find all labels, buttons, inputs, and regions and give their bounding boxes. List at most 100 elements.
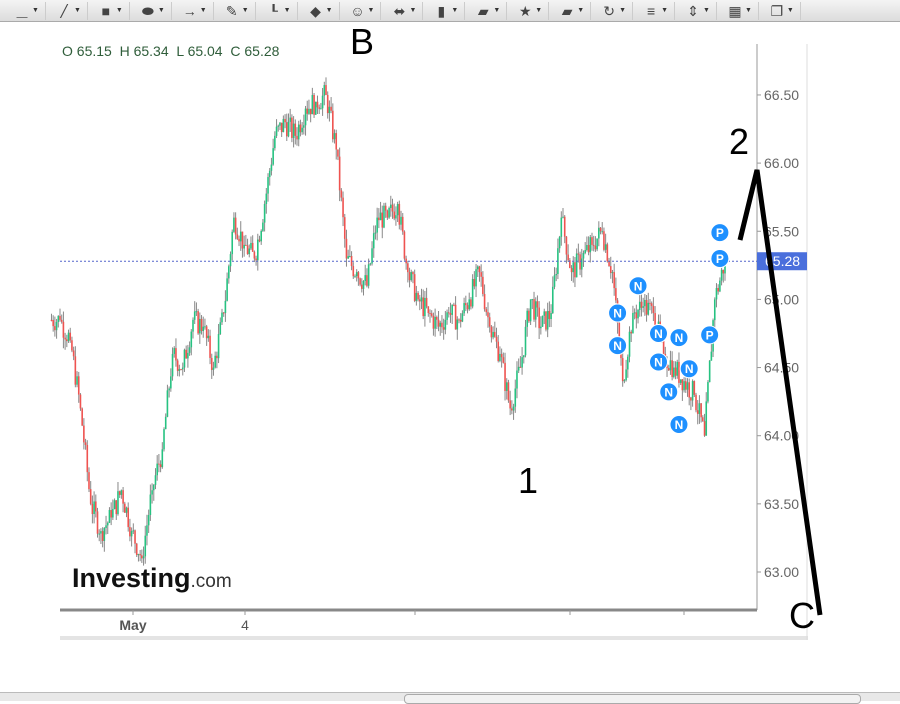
candle [366,268,368,288]
dropdown-arrow-icon[interactable]: ▼ [325,7,333,14]
candle [533,291,535,322]
rectangle-tool[interactable]: ■ ▼ [92,1,130,20]
candle [180,368,182,371]
event-marker-p[interactable]: P [710,223,730,243]
candle [548,301,551,328]
candle [228,264,230,284]
dropdown-arrow-icon[interactable]: ▼ [451,7,459,14]
candle [441,315,443,334]
candle [238,235,240,247]
candle [494,321,496,338]
candle [565,235,568,264]
candle [202,316,205,338]
event-marker-n[interactable]: N [679,359,699,379]
arrange-tool[interactable]: ▦ ▼ [721,1,759,20]
event-marker-n[interactable]: N [628,276,648,296]
pen-line-tool[interactable]: ╱ ▼ [50,1,88,20]
candle [717,284,719,295]
candle [437,310,440,332]
candle [476,265,479,277]
candle [91,495,94,524]
layers-tool[interactable]: ❐ ▼ [763,1,801,20]
dropdown-arrow-icon[interactable]: ▼ [661,7,668,14]
dropdown-arrow-icon[interactable]: ▼ [241,7,249,14]
candle [71,336,73,353]
candle [688,378,690,406]
event-marker-n[interactable]: N [669,415,689,435]
dropdown-arrow-icon[interactable]: ▼ [619,7,627,14]
column-tool[interactable]: ▮ ▼ [427,1,466,20]
path-tool[interactable]: ┖ ▼ [260,1,298,20]
candle [686,375,689,397]
x-tick-label: May [119,617,146,633]
scrollbar-thumb[interactable] [404,694,861,704]
candle [592,235,595,252]
candle [499,346,501,363]
candle [492,326,494,340]
candle [485,307,488,316]
candle [722,269,725,283]
dropdown-arrow-icon[interactable]: ▼ [703,7,710,14]
clock-tool[interactable]: ↻ ▼ [595,1,634,20]
candle [134,529,136,554]
candle [142,546,145,566]
event-marker-n[interactable]: N [669,328,689,348]
pencil-tool[interactable]: ✎ ▼ [218,1,256,20]
line-color-tool[interactable]: ▁ ▼ [8,1,46,20]
event-marker-p[interactable]: P [710,249,730,269]
candle [308,99,310,115]
candle [517,358,520,374]
dropdown-arrow-icon[interactable]: ▼ [32,7,39,14]
dropdown-arrow-icon[interactable]: ▼ [73,7,81,14]
ellipse-tool[interactable]: ⬬ ▼ [134,1,172,20]
dropdown-arrow-icon[interactable]: ▼ [115,7,123,14]
candle [270,157,273,176]
candle [504,352,506,401]
arrow-icon: → [182,3,197,18]
event-marker-n[interactable]: N [649,323,668,343]
candle [700,403,702,423]
annotation-1: 1 [518,460,539,501]
wave-drawing-line[interactable] [737,169,823,616]
candle [320,102,322,110]
dropdown-arrow-icon[interactable]: ▼ [493,7,501,14]
dropdown-arrow-icon[interactable]: ▼ [367,7,375,14]
dropdown-arrow-icon[interactable]: ▼ [157,7,165,14]
event-marker-n[interactable]: N [608,336,628,356]
candle [101,527,104,548]
event-marker-n[interactable]: N [659,382,679,402]
candle [415,285,418,306]
event-marker-n[interactable]: N [649,352,668,372]
event-marker-n[interactable]: N [608,303,628,323]
star-tool[interactable]: ★ ▼ [511,1,550,20]
dropdown-arrow-icon[interactable]: ▼ [577,7,585,14]
event-marker-p[interactable]: P [700,325,720,345]
dropdown-arrow-icon[interactable]: ▼ [786,7,794,14]
candle [378,208,380,229]
double-arrow-tool[interactable]: ⬌ ▼ [385,1,424,20]
candle [403,230,406,261]
distribute-tool[interactable]: ⇕ ▼ [679,1,717,20]
dropdown-arrow-icon[interactable]: ▼ [199,7,207,14]
dropdown-arrow-icon[interactable]: ▼ [283,7,291,14]
smiley-tool[interactable]: ☺ ▼ [344,1,382,20]
dropdown-arrow-icon[interactable]: ▼ [744,7,752,14]
candle [285,113,288,142]
candle [652,297,655,322]
candle [205,324,208,346]
candle [147,509,150,533]
dropdown-arrow-icon[interactable]: ▼ [409,7,417,14]
candle [253,250,256,263]
candle [362,280,365,296]
plot-area [60,44,807,638]
arrow-tool[interactable]: → ▼ [176,1,214,20]
dropdown-arrow-icon[interactable]: ▼ [535,7,543,14]
align-tool[interactable]: ≡ ▼ [637,1,675,20]
y-tick-label: 64.50 [764,360,799,376]
diamond-tool[interactable]: ◆ ▼ [302,1,340,20]
callout-tool[interactable]: ▰ ▼ [469,1,508,20]
candle [332,103,334,143]
cube-tool[interactable]: ▰ ▼ [553,1,592,20]
candle [345,229,348,267]
